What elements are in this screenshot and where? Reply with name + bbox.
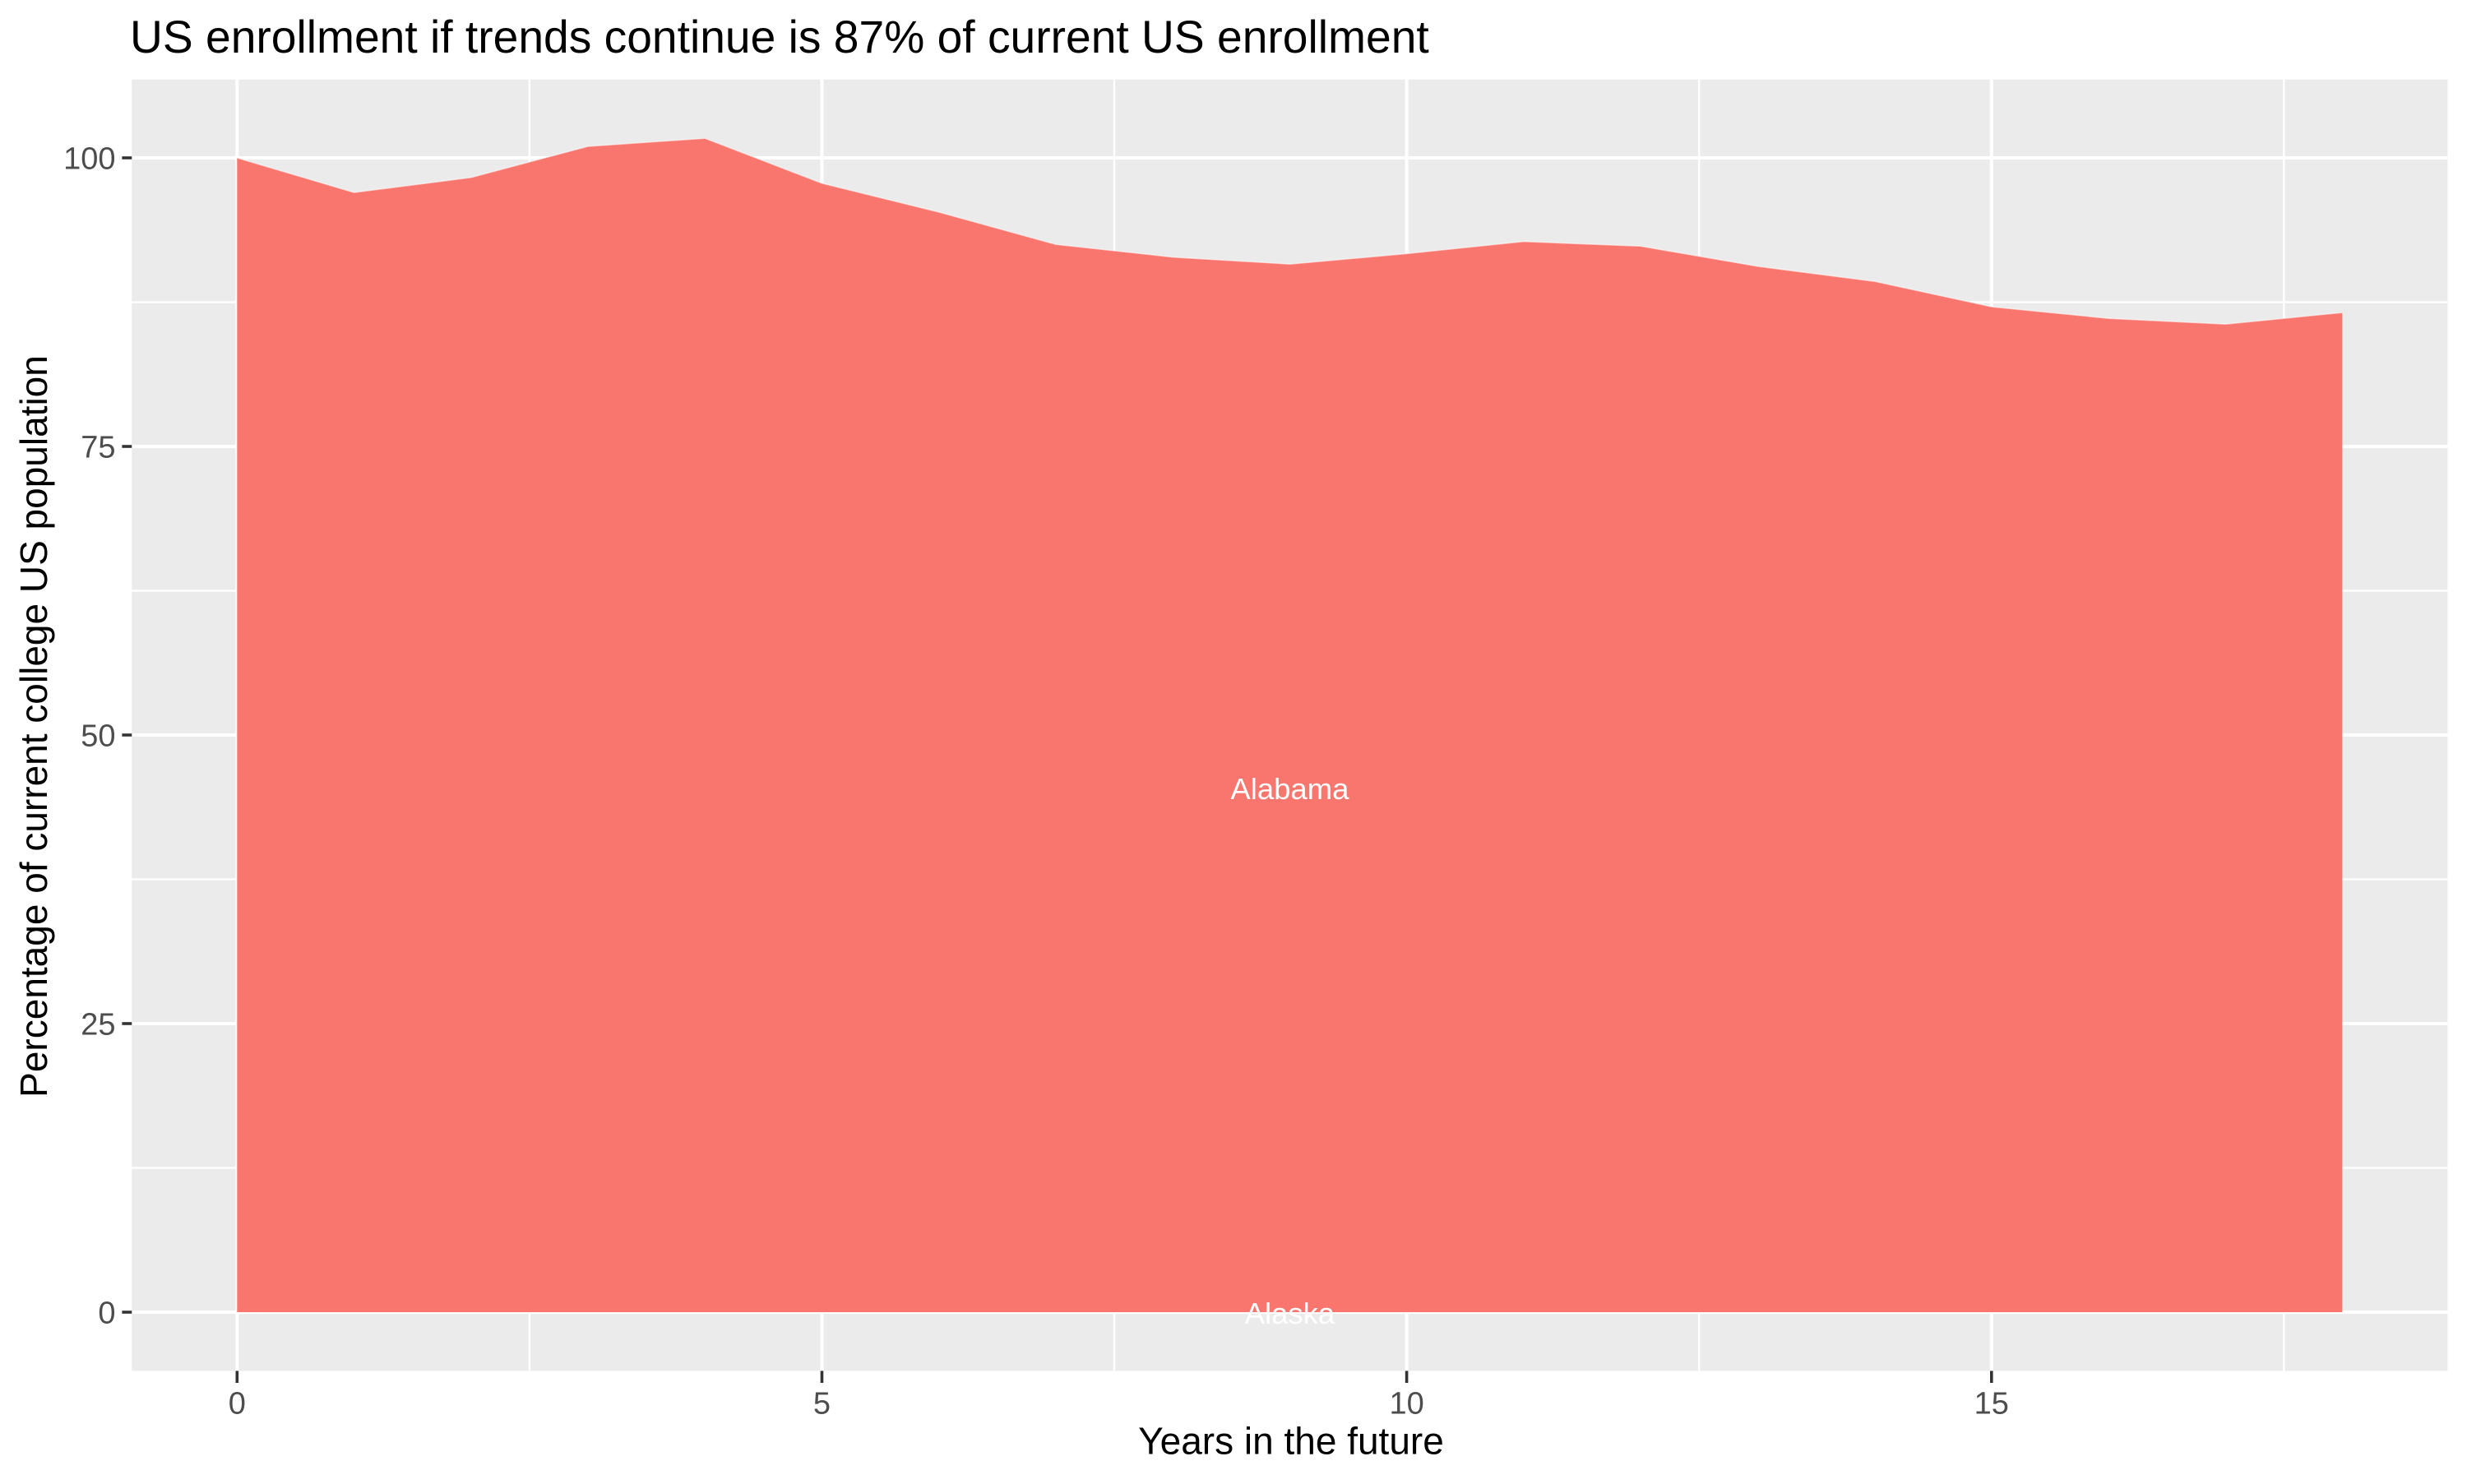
svg-text:US enrollment if trends contin: US enrollment if trends continue is 87% … bbox=[130, 12, 1429, 62]
svg-text:10: 10 bbox=[1389, 1387, 1423, 1422]
svg-text:15: 15 bbox=[1974, 1387, 2009, 1422]
svg-text:5: 5 bbox=[813, 1387, 831, 1422]
svg-text:Years in the future: Years in the future bbox=[1138, 1419, 1444, 1462]
svg-text:0: 0 bbox=[229, 1387, 246, 1422]
svg-text:50: 50 bbox=[81, 719, 115, 753]
svg-text:Alabama: Alabama bbox=[1230, 772, 1349, 806]
svg-text:25: 25 bbox=[81, 1007, 115, 1042]
svg-text:75: 75 bbox=[81, 430, 115, 465]
svg-text:Alaska: Alaska bbox=[1245, 1297, 1335, 1330]
svg-text:0: 0 bbox=[98, 1296, 115, 1330]
svg-text:100: 100 bbox=[63, 141, 115, 176]
svg-text:Percentage of current college: Percentage of current college US populat… bbox=[12, 355, 55, 1098]
